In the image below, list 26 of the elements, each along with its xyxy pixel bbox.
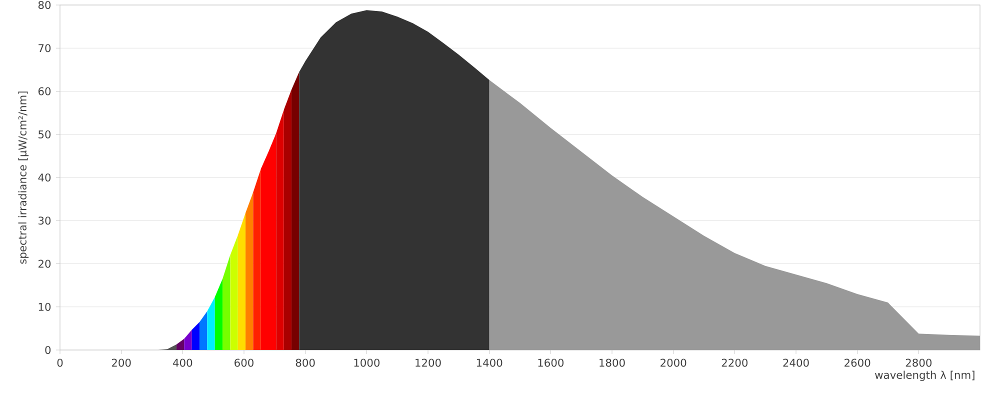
y-tick-label: 10: [38, 302, 51, 311]
y-tick-label: 60: [38, 87, 51, 96]
x-tick-label: 200: [112, 358, 131, 367]
x-tick-label: 0: [57, 358, 63, 367]
x-tick-label: 2600: [844, 358, 870, 367]
y-tick-label: 50: [38, 130, 51, 138]
x-tick-label: 2800: [906, 358, 932, 367]
x-tick-label: 2400: [783, 358, 809, 367]
y-tick-label: 0: [45, 346, 51, 354]
x-tick-label: 800: [296, 358, 315, 367]
y-tick-label: 40: [38, 173, 51, 182]
y-tick-label: 70: [38, 44, 51, 52]
x-tick-label: 1000: [354, 358, 380, 367]
x-tick-label: 400: [173, 358, 192, 367]
x-tick-label: 1800: [600, 358, 625, 367]
y-tick-label: 30: [38, 216, 51, 225]
x-tick-label: 1600: [538, 358, 564, 367]
x-tick-label: 1400: [476, 358, 502, 367]
x-axis-title: wavelength λ [nm]: [875, 370, 974, 382]
x-tick-label: 2200: [722, 358, 748, 367]
y-tick-label: 80: [38, 0, 51, 10]
y-tick-label: 20: [38, 260, 51, 268]
x-tick-label: 600: [234, 358, 254, 367]
x-tick-label: 2000: [660, 358, 686, 367]
y-axis-title: spectral irradiance [µW/cm²/nm]: [18, 92, 29, 264]
x-tick-label: 1200: [416, 358, 441, 367]
